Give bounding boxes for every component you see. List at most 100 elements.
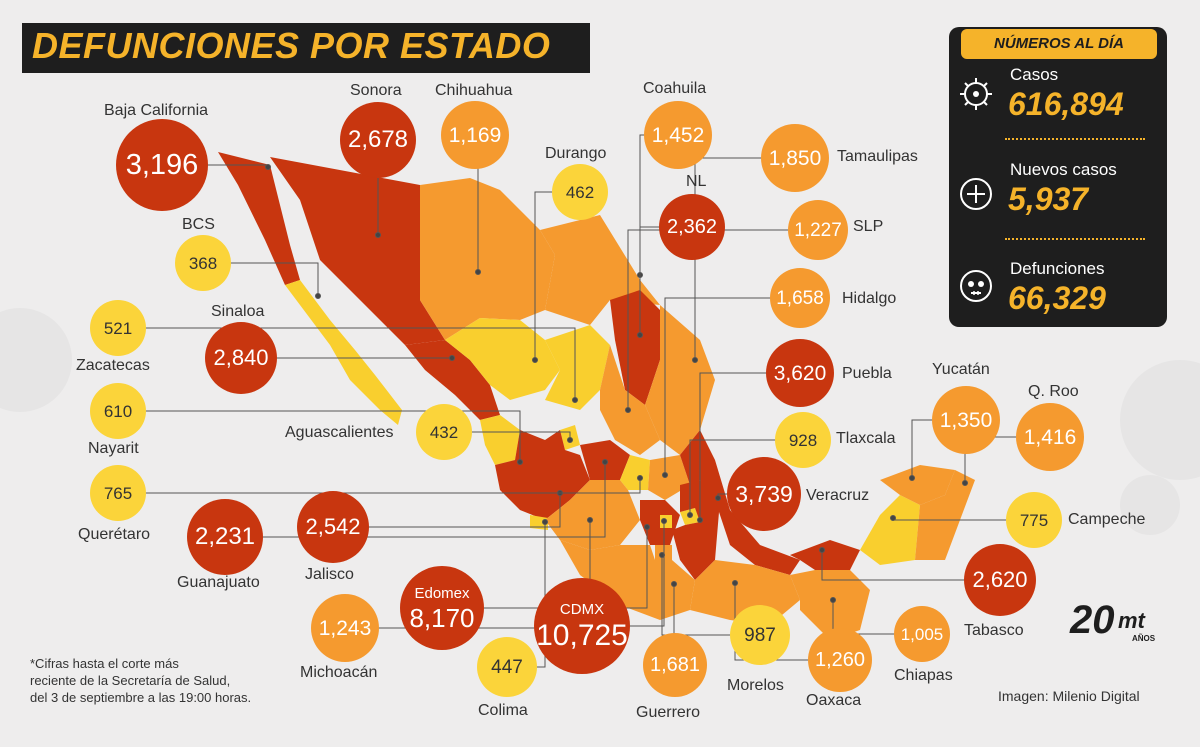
state-bubble-coahuila: 1,452	[644, 101, 712, 169]
title-bar	[22, 23, 590, 73]
map-state-guerrero	[560, 540, 695, 620]
state-value-guerrero: 1,681	[649, 654, 701, 676]
state-value-nayarit: 610	[103, 401, 133, 421]
stat-label-casos: Casos	[1010, 65, 1059, 84]
state-bubble-cdmx: CDMX 10,725	[534, 578, 630, 674]
state-name-tamaulipas: Tamaulipas	[837, 148, 918, 165]
state-value-tlaxcala: 928	[788, 430, 818, 450]
stat-value-casos: 616,894	[1008, 86, 1124, 122]
leader-dot-nl	[637, 332, 643, 338]
state-name-aguascalientes: Aguascalientes	[285, 424, 394, 441]
state-bubble-tlaxcala: 928	[775, 412, 831, 468]
state-name-edomex: Edomex	[414, 584, 470, 602]
state-value-morelos: 987	[744, 624, 776, 646]
stat-value-defunciones: 66,329	[1008, 280, 1106, 316]
state-name-slp: SLP	[853, 218, 884, 235]
stat-value-nuevos-casos: 5,937	[1008, 181, 1089, 217]
state-name-tabasco: Tabasco	[964, 622, 1024, 639]
leader-dot-tamaulipas	[692, 357, 698, 363]
leader-dot-oaxaca	[732, 580, 738, 586]
map-state-tamaulipas	[645, 305, 715, 455]
state-value-sonora: 2,678	[347, 126, 409, 153]
state-value-edomex: 8,170	[409, 602, 475, 633]
state-bubble-puebla: 3,620	[766, 339, 834, 407]
map-state-slp	[600, 345, 660, 455]
state-value-yucatan: 1,350	[939, 408, 993, 432]
state-bubble-bcs: 368	[175, 235, 231, 291]
state-name-nl: NL	[686, 173, 707, 190]
map-state-queretaro	[620, 455, 650, 490]
leader-dot-guerrero	[671, 581, 677, 587]
footnote-line: *Cifras hasta el corte más	[30, 656, 179, 671]
state-value-guanajuato: 2,231	[194, 523, 256, 550]
state-value-puebla: 3,620	[773, 361, 827, 385]
page-title: DEFUNCIONES POR ESTADO	[32, 25, 551, 66]
state-value-chihuahua: 1,169	[448, 123, 502, 147]
state-name-sonora: Sonora	[350, 82, 402, 99]
state-bubble-slp: 1,227	[788, 200, 848, 260]
leader-dot-chiapas	[830, 597, 836, 603]
state-name-bcs: BCS	[182, 216, 215, 233]
footnote-line: del 3 de septiembre a las 19:00 horas.	[30, 690, 252, 705]
map-state-hidalgo	[648, 455, 690, 500]
map-state-durango	[445, 318, 560, 400]
leader-dot-sonora	[375, 232, 381, 238]
state-bubble-veracruz: 3,739	[727, 457, 801, 531]
leader-dot-veracruz	[715, 495, 721, 501]
state-bubble-chihuahua: 1,169	[441, 101, 509, 169]
state-bubble-edomex: Edomex 8,170	[400, 566, 484, 650]
state-value-baja-california: 3,196	[125, 148, 199, 181]
state-value-tabasco: 2,620	[972, 567, 1028, 592]
map-state-sinaloa	[405, 340, 500, 420]
state-bubble-baja-california: 3,196	[116, 119, 208, 211]
panel-heading: NÚMEROS AL DÍA	[993, 35, 1124, 52]
footnote: *Cifras hasta el corte más reciente de l…	[30, 655, 251, 706]
leader-line-jalisco	[333, 493, 561, 528]
leader-dot-yucatan	[909, 475, 915, 481]
state-value-oaxaca: 1,260	[814, 649, 866, 671]
state-value-michoacan: 1,243	[318, 616, 372, 640]
leader-line-edomex	[442, 527, 648, 609]
map-state-campeche	[860, 495, 920, 565]
state-name-guanajuato: Guanajuato	[177, 574, 260, 591]
state-bubble-sinaloa: 2,840	[205, 322, 277, 394]
image-credit: Imagen: Milenio Digital	[998, 688, 1140, 704]
map-state-sonora	[270, 157, 445, 345]
leader-dot-baja-california	[265, 164, 271, 170]
map-state-michoacan	[545, 480, 640, 550]
logo-sub: AÑOS	[1132, 634, 1156, 643]
plus-circle-icon	[960, 178, 992, 210]
map-state-bcs	[285, 280, 402, 425]
leader-dot-tabasco	[819, 547, 825, 553]
state-name-yucatan: Yucatán	[932, 361, 990, 378]
state-bubble-sonora: 2,678	[340, 102, 416, 178]
leader-dot-zacatecas	[572, 397, 578, 403]
leader-dot-tlaxcala	[687, 512, 693, 518]
map-state-chiapas	[790, 570, 870, 640]
state-bubble-campeche: 775	[1006, 492, 1062, 548]
map-state-nayarit	[480, 415, 520, 465]
divider	[1005, 238, 1145, 240]
state-bubble-durango: 462	[552, 164, 608, 220]
state-value-hidalgo: 1,658	[776, 287, 824, 309]
state-name-baja-california: Baja California	[104, 102, 209, 119]
map-state-colima	[530, 515, 548, 530]
map-state-yucatan	[880, 465, 955, 505]
leader-dot-nayarit	[517, 459, 523, 465]
background-virus-decoration	[0, 308, 1200, 535]
leader-line-queretaro	[118, 478, 641, 494]
state-bubble-jalisco: 2,542	[297, 491, 369, 563]
state-bubble-morelos: 987	[730, 605, 790, 665]
leader-dot-guanajuato	[602, 459, 608, 465]
state-bubble-qroo: 1,416	[1016, 403, 1084, 471]
map-state-chihuahua	[420, 178, 555, 340]
map-state-jalisco	[495, 430, 590, 520]
virus-icon	[960, 78, 992, 110]
state-name-queretaro: Querétaro	[78, 526, 151, 543]
state-bubble-yucatan: 1,350	[932, 386, 1000, 454]
state-name-tlaxcala: Tlaxcala	[836, 430, 896, 447]
milenio-20-anos-logo: 20 mt AÑOS	[1070, 598, 1160, 650]
state-name-hidalgo: Hidalgo	[842, 290, 897, 307]
state-bubble-nl: 2,362	[659, 194, 725, 260]
